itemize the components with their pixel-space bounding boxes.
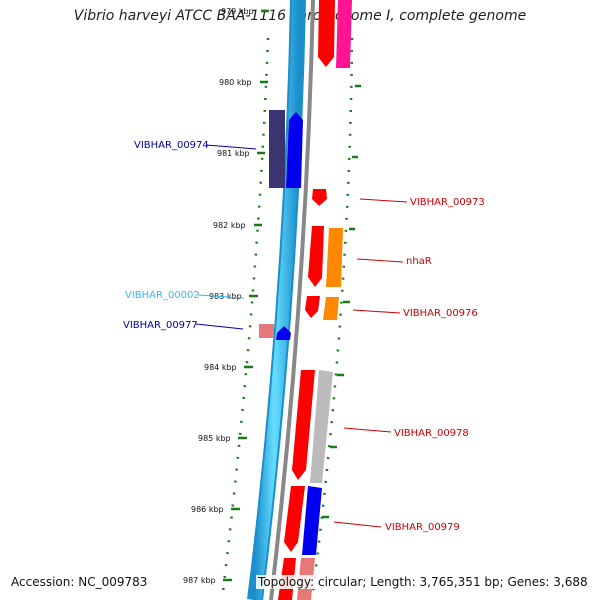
gene-label-vibhar-00979[interactable]: VIBHAR_00979 bbox=[385, 522, 460, 533]
gene-arrow-blue-00977[interactable] bbox=[276, 326, 291, 340]
gene-label-vibhar-00974[interactable]: VIBHAR_00974 bbox=[134, 140, 209, 151]
leader-vibhar-00974 bbox=[205, 144, 257, 150]
backbone-line bbox=[269, 0, 315, 600]
gene-arrow-vibhar-00979[interactable] bbox=[302, 486, 322, 555]
gene-arrow-red-00976[interactable] bbox=[305, 296, 320, 318]
tick-label-987: 987 kbp bbox=[183, 576, 216, 585]
gene-arrow-red-00979[interactable] bbox=[284, 486, 305, 552]
ruler-outer-left bbox=[220, 37, 270, 600]
leader-nhar bbox=[356, 258, 404, 263]
ruler-outer-right bbox=[310, 37, 354, 600]
topology-summary: Topology: circular; Length: 3,765,351 bp… bbox=[256, 575, 590, 589]
leader-vibhar-00002 bbox=[197, 294, 245, 299]
backbone bbox=[249, 0, 304, 600]
accession-label: Accession: NC_009783 bbox=[9, 575, 150, 589]
leader-vibhar-00978 bbox=[343, 427, 392, 433]
gene-arrow-red-nhar[interactable] bbox=[308, 226, 324, 287]
tick-label-982: 982 kbp bbox=[213, 221, 246, 230]
gene-arrow-vibhar-00978[interactable] bbox=[292, 370, 315, 480]
tick-label-985: 985 kbp bbox=[198, 434, 231, 443]
tick-label-984: 984 kbp bbox=[204, 363, 237, 372]
tick-label-981: 981 kbp bbox=[217, 149, 250, 158]
gene-label-nhar[interactable]: nhaR bbox=[406, 256, 432, 267]
gene-arrow-red-top[interactable] bbox=[318, 0, 335, 67]
gene-arrow-magenta-top[interactable] bbox=[336, 0, 352, 68]
gene-label-vibhar-00976[interactable]: VIBHAR_00976 bbox=[403, 308, 478, 319]
gene-label-vibhar-00977[interactable]: VIBHAR_00977 bbox=[123, 320, 198, 331]
tick-label-980: 980 kbp bbox=[219, 78, 252, 87]
gene-label-vibhar-00978[interactable]: VIBHAR_00978 bbox=[394, 428, 469, 439]
leader-vibhar-00976 bbox=[352, 309, 401, 314]
gene-box-vibhar-00977[interactable] bbox=[259, 324, 274, 338]
tick-label-986: 986 kbp bbox=[191, 505, 224, 514]
leader-vibhar-00973 bbox=[359, 198, 408, 203]
gene-arrow-blue-981[interactable] bbox=[286, 112, 303, 188]
gene-arrow-vibhar-00976[interactable] bbox=[323, 297, 339, 320]
gene-label-vibhar-00002[interactable]: VIBHAR_00002 bbox=[125, 290, 200, 301]
gene-arrow-nhar[interactable] bbox=[326, 228, 343, 287]
gene-label-vibhar-00973[interactable]: VIBHAR_00973 bbox=[410, 197, 485, 208]
gene-arrow-grey-00978[interactable] bbox=[310, 370, 333, 483]
tick-marks bbox=[223, 9, 361, 582]
gene-arrow-vibhar-00973[interactable] bbox=[312, 189, 327, 206]
tick-label-979: 979 kbp bbox=[221, 7, 254, 16]
leader-vibhar-00977 bbox=[195, 323, 244, 330]
leader-vibhar-00979 bbox=[333, 521, 382, 528]
gene-box-vibhar-00974[interactable] bbox=[269, 110, 285, 188]
